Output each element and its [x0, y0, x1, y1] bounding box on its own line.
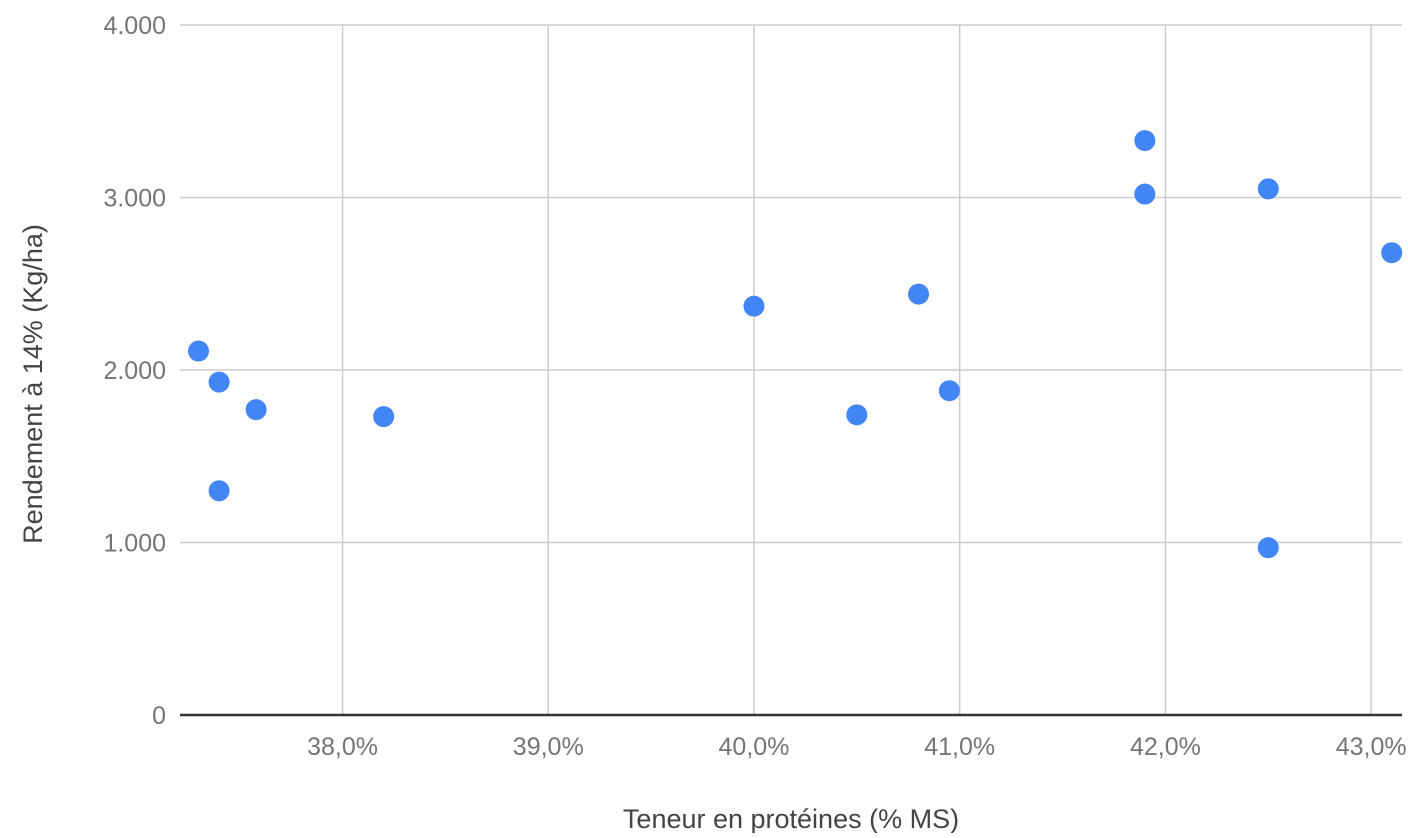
y-tick-label: 1.000	[103, 530, 166, 558]
x-tick-label: 38,0%	[307, 733, 378, 761]
y-tick-label: 2.000	[103, 357, 166, 385]
x-tick-label: 39,0%	[513, 733, 584, 761]
data-point-layer	[188, 130, 1403, 559]
data-point[interactable]	[908, 283, 930, 305]
data-point[interactable]	[208, 371, 230, 393]
data-point[interactable]	[245, 399, 267, 421]
data-point[interactable]	[1134, 130, 1156, 152]
y-tick-label: 3.000	[103, 185, 166, 213]
data-point[interactable]	[743, 295, 765, 317]
tick-label-layer: 0 1.000 2.000 3.000 4.000 38,0% 39,0% 40,0% 41,0…	[103, 12, 1406, 761]
y-tick-label: 0	[152, 702, 166, 730]
y-axis-title: Rendement à 14% (Kg/ha)	[18, 224, 48, 544]
data-point[interactable]	[208, 480, 230, 502]
data-point[interactable]	[1381, 242, 1403, 264]
data-point[interactable]	[846, 404, 868, 426]
grid-layer	[180, 24, 1402, 717]
data-point[interactable]	[938, 380, 960, 402]
data-point[interactable]	[1257, 537, 1279, 559]
y-tick-label: 4.000	[103, 12, 166, 40]
x-tick-label: 41,0%	[924, 733, 995, 761]
x-tick-label: 43,0%	[1336, 733, 1407, 761]
data-point[interactable]	[188, 340, 210, 362]
data-point[interactable]	[1134, 183, 1156, 205]
x-tick-label: 42,0%	[1130, 733, 1201, 761]
x-tick-label: 40,0%	[719, 733, 790, 761]
data-point[interactable]	[373, 406, 395, 428]
data-point[interactable]	[1257, 178, 1279, 200]
x-axis-title: Teneur en protéines (% MS)	[623, 804, 959, 833]
